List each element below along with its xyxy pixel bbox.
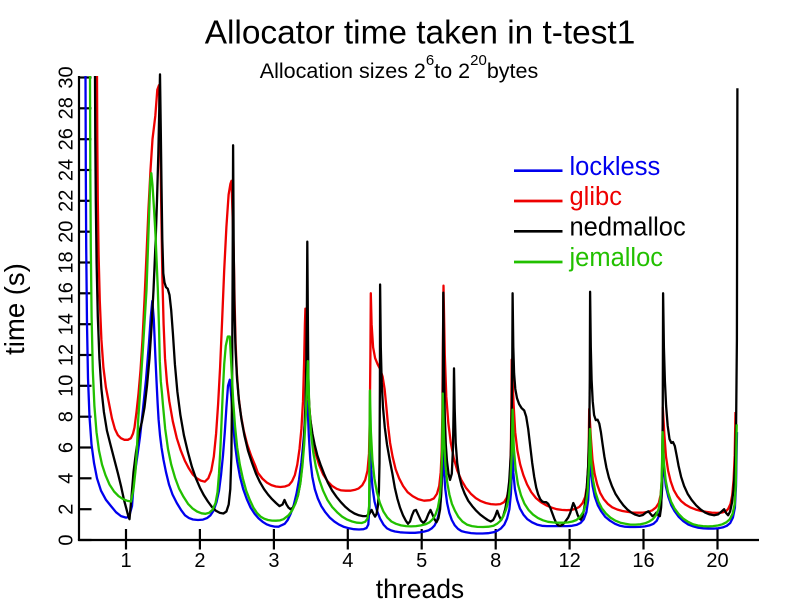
svg-text:2: 2	[194, 550, 205, 572]
svg-text:glibc: glibc	[570, 183, 623, 211]
svg-text:nedmalloc: nedmalloc	[570, 214, 686, 242]
svg-text:30: 30	[56, 66, 78, 88]
svg-text:3: 3	[268, 550, 279, 572]
svg-text:12: 12	[558, 550, 580, 572]
svg-text:24: 24	[56, 159, 78, 181]
svg-text:18: 18	[56, 251, 78, 273]
svg-text:10: 10	[56, 375, 78, 397]
svg-text:jemalloc: jemalloc	[569, 244, 664, 272]
svg-text:22: 22	[56, 190, 78, 212]
svg-text:14: 14	[56, 313, 78, 335]
svg-text:threads: threads	[376, 574, 464, 600]
svg-text:Allocation sizes 26to 220bytes: Allocation sizes 26to 220bytes	[260, 52, 538, 83]
svg-text:28: 28	[56, 97, 78, 119]
svg-text:1: 1	[120, 550, 131, 572]
svg-text:Allocator time taken in t-test: Allocator time taken in t-test1	[205, 15, 636, 52]
svg-text:8: 8	[490, 550, 501, 572]
svg-text:16: 16	[632, 550, 654, 572]
svg-text:5: 5	[416, 550, 427, 572]
svg-text:lockless: lockless	[570, 153, 661, 181]
svg-text:20: 20	[706, 550, 728, 572]
svg-text:8: 8	[56, 411, 78, 422]
svg-text:12: 12	[56, 344, 78, 366]
svg-text:26: 26	[56, 128, 78, 150]
svg-text:2: 2	[56, 504, 78, 515]
svg-text:4: 4	[56, 473, 78, 484]
svg-text:16: 16	[56, 282, 78, 304]
svg-text:6: 6	[56, 442, 78, 453]
svg-text:20: 20	[56, 221, 78, 243]
svg-text:4: 4	[342, 550, 353, 572]
svg-text:0: 0	[56, 534, 78, 545]
svg-text:time (s): time (s)	[0, 263, 30, 355]
